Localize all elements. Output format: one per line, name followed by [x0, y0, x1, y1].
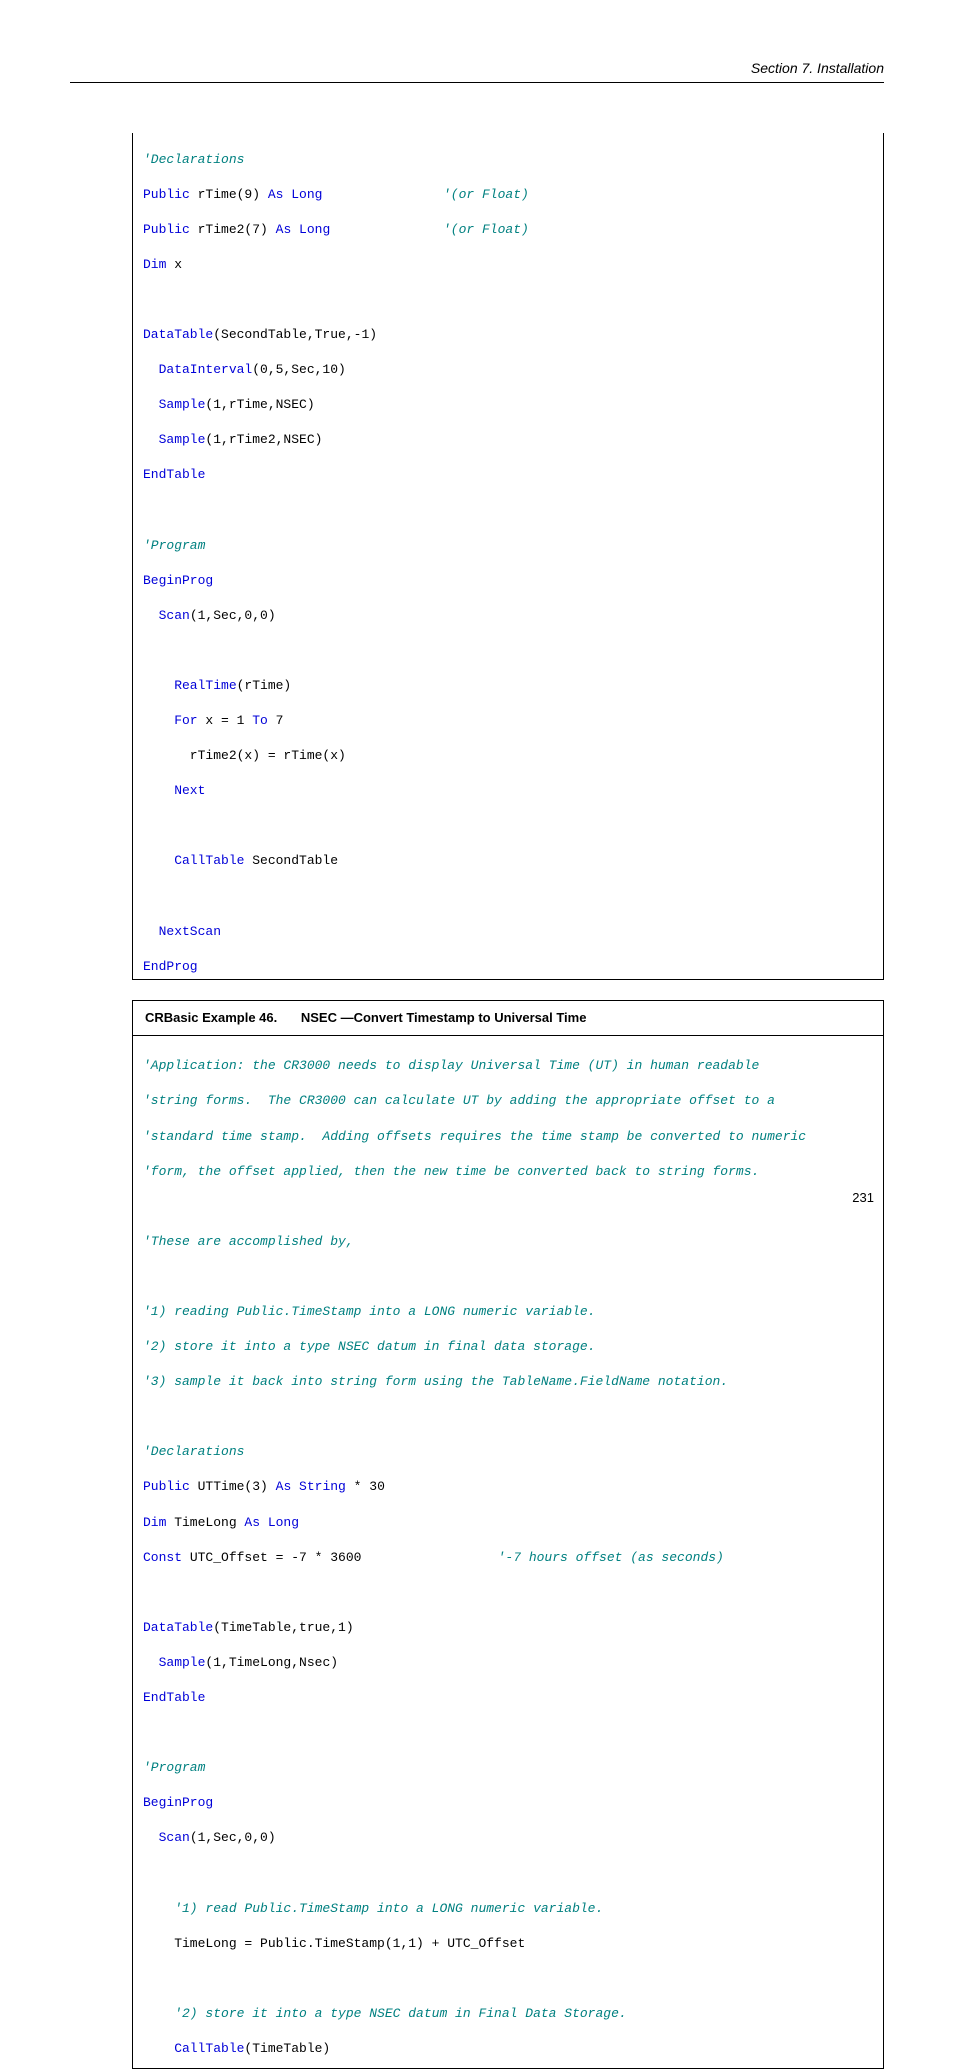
code-text: (SecondTable,True,-1)	[213, 327, 377, 342]
code-comment: '-7 hours offset (as seconds)	[498, 1550, 724, 1565]
code-comment: 'string forms. The CR3000 can calculate …	[143, 1093, 775, 1108]
code-text: TimeLong	[166, 1515, 244, 1530]
code-keyword: As String	[276, 1479, 346, 1494]
code-keyword: Dim	[143, 1515, 166, 1530]
code-keyword: As Long	[276, 222, 331, 237]
code-text: TimeLong = Public.TimeStamp(1,1) + UTC_O…	[143, 1936, 525, 1951]
code-text: x	[166, 257, 182, 272]
code-text: SecondTable	[244, 853, 338, 868]
code-keyword: DataTable	[143, 1620, 213, 1635]
code-text: UTTime(3)	[190, 1479, 276, 1494]
code-text: (1,TimeLong,Nsec)	[205, 1655, 338, 1670]
code-keyword: BeginProg	[143, 573, 213, 588]
code-keyword: Sample	[143, 397, 205, 412]
code-text: (1,rTime2,NSEC)	[205, 432, 322, 447]
code-keyword: EndTable	[143, 467, 205, 482]
code-keyword: To	[252, 713, 268, 728]
code-comment: 'Application: the CR3000 needs to displa…	[143, 1058, 759, 1073]
code-keyword: NextScan	[143, 924, 221, 939]
code-comment: '1) read Public.TimeStamp into a LONG nu…	[143, 1901, 603, 1916]
code-body-1: 'Declarations Public rTime(9) As Long '(o…	[143, 133, 873, 975]
code-comment: '3) sample it back into string form usin…	[143, 1374, 728, 1389]
code-comment: 'Program	[143, 538, 205, 553]
code-text: 7	[268, 713, 284, 728]
code-comment: 'Program	[143, 1760, 205, 1775]
code-keyword: CallTable	[143, 853, 244, 868]
code-text: rTime(9)	[190, 187, 268, 202]
code-text: rTime2(7)	[190, 222, 276, 237]
code-comment: '1) reading Public.TimeStamp into a LONG…	[143, 1304, 595, 1319]
code-keyword: Sample	[143, 1655, 205, 1670]
code-comment: 'standard time stamp. Adding offsets req…	[143, 1129, 806, 1144]
code-keyword: CallTable	[143, 2041, 244, 2056]
code-keyword: Next	[143, 783, 205, 798]
code-keyword: Const	[143, 1550, 182, 1565]
code-text: (TimeTable,true,1)	[213, 1620, 353, 1635]
page-header: Section 7. Installation	[70, 60, 884, 83]
code-text: (TimeTable)	[244, 2041, 330, 2056]
code-comment: 'form, the offset applied, then the new …	[143, 1164, 759, 1179]
code-keyword: Scan	[143, 1830, 190, 1845]
code-comment: '(or Float)	[443, 222, 529, 237]
code-text: rTime2(x) = rTime(x)	[143, 748, 346, 763]
code-keyword: BeginProg	[143, 1795, 213, 1810]
code-keyword: Public	[143, 222, 190, 237]
code-keyword: As Long	[244, 1515, 299, 1530]
code-text: * 30	[346, 1479, 385, 1494]
code-keyword: RealTime	[143, 678, 237, 693]
code-body-2: 'Application: the CR3000 needs to displa…	[133, 1036, 883, 2068]
code-keyword: EndProg	[143, 959, 198, 974]
code-text: (1,rTime,NSEC)	[205, 397, 314, 412]
code-box-1: 'Declarations Public rTime(9) As Long '(o…	[132, 133, 884, 980]
code-comment: '2) store it into a type NSEC datum in F…	[143, 2006, 627, 2021]
code-comment: 'Declarations	[143, 1444, 244, 1459]
code-keyword: Public	[143, 1479, 190, 1494]
example-number: CRBasic Example 46.	[145, 1009, 277, 1027]
code-comment: '(or Float)	[443, 187, 529, 202]
code-keyword: For	[143, 713, 198, 728]
code-keyword: Scan	[143, 608, 190, 623]
code-text: x = 1	[198, 713, 253, 728]
code-text: (1,Sec,0,0)	[190, 1830, 276, 1845]
code-comment: 'These are accomplished by,	[143, 1234, 354, 1249]
code-keyword: Public	[143, 187, 190, 202]
code-comment: '2) store it into a type NSEC datum in f…	[143, 1339, 595, 1354]
code-text: UTC_Offset = -7 * 3600	[182, 1550, 361, 1565]
box-2-title: CRBasic Example 46. NSEC —Convert Timest…	[133, 1001, 883, 1036]
code-keyword: Sample	[143, 432, 205, 447]
code-keyword: As Long	[268, 187, 323, 202]
code-keyword: DataTable	[143, 327, 213, 342]
code-text: (rTime)	[237, 678, 292, 693]
code-text: (1,Sec,0,0)	[190, 608, 276, 623]
example-name: NSEC —Convert Timestamp to Universal Tim…	[301, 1009, 587, 1027]
code-text: (0,5,Sec,10)	[252, 362, 346, 377]
page-number: 231	[852, 1190, 874, 1205]
code-keyword: EndTable	[143, 1690, 205, 1705]
code-keyword: Dim	[143, 257, 166, 272]
code-keyword: DataInterval	[143, 362, 252, 377]
code-comment: 'Declarations	[143, 152, 244, 167]
code-box-2: CRBasic Example 46. NSEC —Convert Timest…	[132, 1000, 884, 2068]
